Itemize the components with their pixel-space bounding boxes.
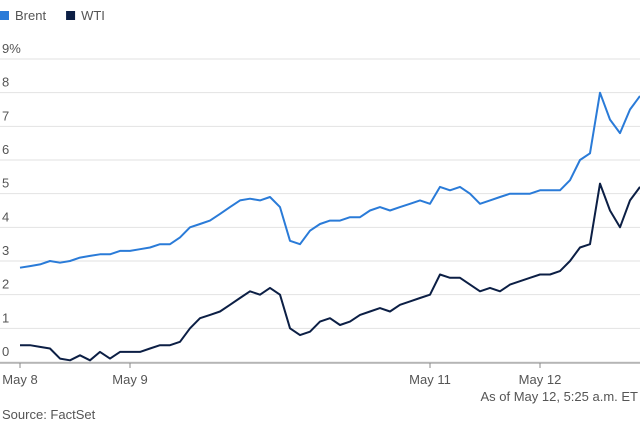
series-line <box>20 182 640 362</box>
legend-swatch <box>0 11 9 20</box>
y-tick-label: 2 <box>2 277 9 292</box>
series-line <box>19 91 640 269</box>
x-tick-label: May 8 <box>2 372 37 387</box>
y-tick-label: 9% <box>2 41 21 56</box>
legend-label: Brent <box>15 8 46 23</box>
x-tick-label: May 9 <box>112 372 147 387</box>
x-tick-label: May 11 <box>409 372 451 387</box>
legend-label: WTI <box>81 8 105 23</box>
y-tick-label: 1 <box>2 310 9 325</box>
legend-swatch <box>66 11 76 20</box>
note: As of May 12, 5:25 a.m. ET <box>480 389 638 404</box>
x-tick-label: May 12 <box>519 372 562 387</box>
y-tick-label: 6 <box>2 142 9 157</box>
y-tick-label: 5 <box>2 176 9 191</box>
y-tick-label: 3 <box>2 243 9 258</box>
y-tick-label: 4 <box>2 209 9 224</box>
y-tick-label: 8 <box>2 75 9 90</box>
y-tick-label: 0 <box>2 344 9 359</box>
y-tick-label: 7 <box>2 108 9 123</box>
source: Source: FactSet <box>2 407 96 422</box>
